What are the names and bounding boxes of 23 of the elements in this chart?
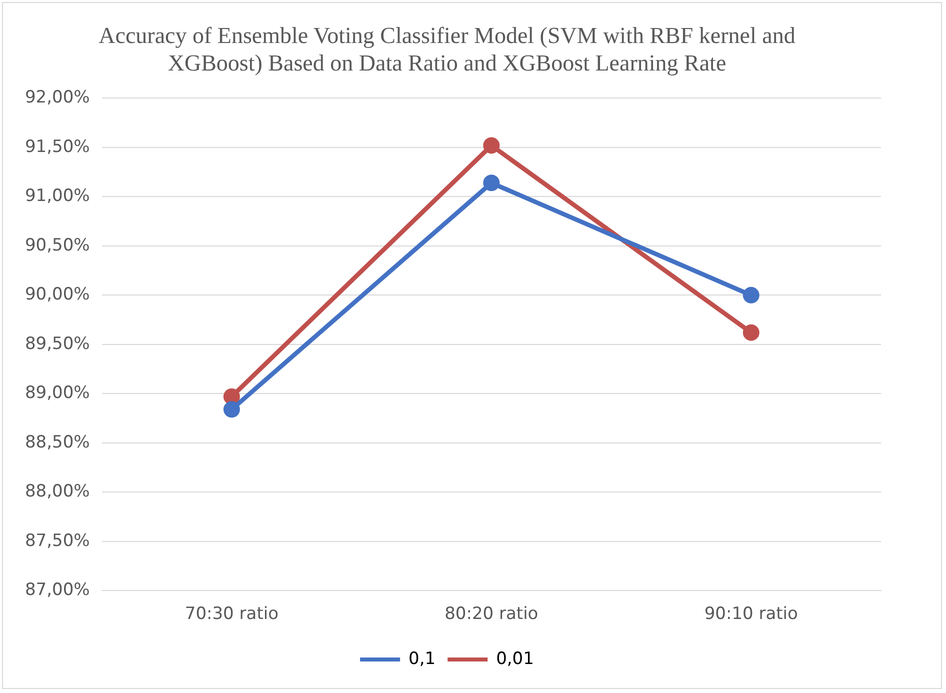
y-tick-label: 89,00% [24,383,90,404]
point [223,401,240,418]
y-tick-label: 89,50% [24,334,90,354]
x-tick-label: 90:10 ratio [704,604,798,624]
y-tick-label: 91,50% [24,136,90,157]
y-tick-label: 90,00% [24,284,90,305]
point [223,388,240,405]
chart-title: Accuracy of Ensemble Voting Classifier Model (SVM with RBF kernel and XGBoost) Based on Data Ratio and XGBoost Learning Rate [98,22,796,76]
y-tick-label: 87,00% [24,580,90,600]
legend-label: 0,01 [496,648,534,669]
y-tick-label: 90,50% [24,235,90,256]
y-tick-label: 87,50% [24,530,90,551]
y-tick-label: 88,50% [24,432,90,452]
y-tick-label: 88,00% [24,482,90,502]
legend-label: 0,1 [408,648,436,669]
y-tick-label: 92,00% [24,88,90,108]
point [742,324,760,341]
y-tick-label: 91,00% [24,186,90,206]
point [483,174,500,192]
x-tick-label: 80:20 ratio [444,604,538,624]
point [483,137,500,154]
point [742,286,760,304]
x-tick-label: 70:30 ratio [184,604,278,624]
